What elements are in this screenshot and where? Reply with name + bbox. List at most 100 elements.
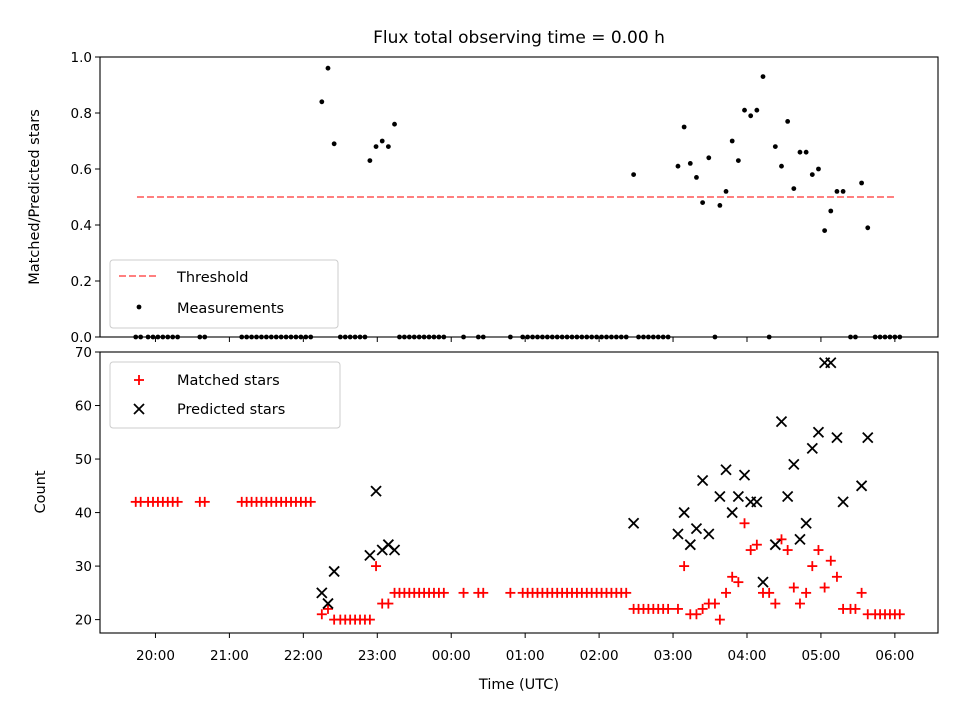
predicted-legend-label: Predicted stars	[177, 402, 285, 418]
predicted-star-point	[782, 490, 794, 503]
measurement-point	[687, 161, 693, 166]
count-legend-frame	[109, 361, 341, 429]
measurements-legend-label: Measurements	[177, 301, 284, 317]
measurement-point	[675, 163, 681, 169]
matched-star-point	[850, 603, 861, 614]
matched-star-point	[305, 496, 316, 507]
matched-star-point	[770, 598, 781, 609]
measurement-point	[379, 138, 385, 144]
matched-star-point	[776, 534, 787, 545]
matched-legend-label: Matched stars	[177, 373, 280, 389]
count-x-tick-label: 06:00	[875, 648, 914, 664]
count-x-tick-label: 20:00	[136, 648, 175, 664]
matched-star-point	[894, 609, 905, 620]
predicted-star-point	[775, 415, 788, 428]
count-x-tick-label: 22:00	[284, 648, 323, 664]
matched-star-point	[672, 603, 683, 614]
ratio-plot-frame	[99, 56, 939, 338]
predicted-star-point	[672, 528, 684, 540]
count-panel: 20 30 40 50 60 70 20:00 21:00 22:00 23:00 00:00 01:…	[33, 345, 939, 693]
predicted-star-point	[825, 357, 837, 369]
predicted-star-point	[738, 469, 751, 481]
measurement-point	[748, 113, 754, 119]
matched-star-point	[856, 587, 867, 598]
count-plot-frame	[99, 351, 939, 634]
matched-star-point	[505, 587, 516, 598]
count-x-tick-label: 05:00	[801, 648, 840, 664]
ratio-panel: 0.0 0.2 0.4 0.6 0.8 1.0 Matched/Predicted sta…	[27, 50, 939, 346]
measurement-point	[760, 74, 766, 79]
predicted-star-point	[684, 539, 696, 551]
measurement-point	[785, 119, 791, 124]
predicted-star-point	[316, 587, 328, 599]
measurement-point	[706, 155, 712, 161]
measurements-legend-swatch	[136, 304, 142, 310]
measurement-point	[816, 166, 821, 172]
count-x-tick-label: 02:00	[580, 648, 619, 664]
ratio-y-axis-label: Matched/Predicted stars	[27, 109, 43, 285]
predicted-star-point	[837, 496, 849, 508]
count-x-tick-label: 00:00	[432, 648, 471, 664]
predicted-star-point	[855, 480, 868, 492]
ratio-y-tick-label: 0.2	[71, 274, 92, 290]
matched-star-point	[764, 587, 775, 598]
measurement-point	[742, 107, 747, 113]
matched-star-point	[733, 577, 744, 588]
count-x-tick-label: 03:00	[654, 648, 693, 664]
ratio-y-tick-label: 0.0	[71, 330, 92, 346]
measurement-point	[779, 163, 784, 169]
matched-star-point	[819, 582, 830, 593]
measurement-point	[331, 141, 337, 147]
count-y-tick-label: 70	[75, 345, 92, 361]
matched-star-point	[727, 571, 738, 582]
matched-star-point	[825, 555, 836, 566]
measurement-point	[373, 144, 379, 150]
measurement-point	[791, 186, 797, 192]
measurement-point	[772, 144, 778, 150]
matched-star-point	[813, 545, 824, 556]
predicted-star-point	[812, 426, 825, 438]
predicted-star-point	[800, 517, 812, 529]
matched-star-point	[478, 587, 489, 598]
measurement-point	[809, 172, 815, 178]
measurement-point	[803, 149, 809, 155]
measurement-point	[797, 149, 803, 155]
matched-star-point	[807, 561, 818, 572]
matched-star-point	[172, 496, 183, 507]
ratio-y-tick-label: 1.0	[71, 50, 92, 66]
matched-star-point	[371, 561, 382, 572]
matched-star-point	[691, 609, 702, 620]
measurement-point	[754, 107, 760, 113]
predicted-star-point	[751, 496, 763, 508]
measurement-point	[700, 200, 706, 206]
matched-star-point	[788, 582, 799, 593]
measurement-point	[723, 189, 729, 194]
matched-star-point	[714, 614, 725, 625]
count-x-tick-label: 21:00	[210, 648, 249, 664]
predicted-star-point	[678, 506, 690, 519]
predicted-star-point	[757, 576, 769, 588]
matched-star-point	[364, 614, 375, 625]
count-x-tick-label: 04:00	[728, 648, 767, 664]
ratio-y-tick-label: 0.8	[71, 106, 92, 122]
predicted-star-point	[726, 506, 738, 519]
threshold-legend-label: Threshold	[176, 270, 248, 286]
measurement-point	[367, 158, 373, 164]
ratio-y-tick-label: 0.6	[71, 162, 92, 178]
x-axis-label: Time (UTC)	[478, 677, 559, 693]
matched-star-point	[621, 587, 632, 598]
matched-star-point	[721, 587, 732, 598]
measurement-point	[694, 175, 699, 180]
count-y-tick-label: 20	[75, 613, 92, 629]
predicted-star-point	[720, 464, 732, 476]
matched-star-point	[322, 603, 333, 614]
measurement-point	[681, 124, 687, 130]
matched-star-point	[697, 603, 708, 614]
predicted-star-point	[370, 485, 382, 497]
matched-star-point	[679, 561, 690, 572]
predicted-legend-swatch	[133, 403, 145, 415]
measurement-point	[735, 158, 741, 164]
count-y-tick-label: 50	[75, 452, 92, 468]
matched-star-point	[801, 587, 812, 598]
